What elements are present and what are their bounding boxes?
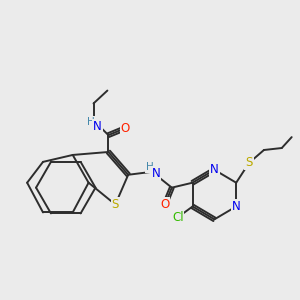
Text: H: H (146, 162, 154, 172)
Text: S: S (245, 156, 253, 170)
Text: N: N (93, 120, 102, 133)
Text: O: O (160, 198, 170, 211)
Text: H: H (87, 117, 94, 127)
Text: N: N (210, 163, 219, 176)
Text: S: S (112, 198, 119, 211)
Text: N: N (232, 200, 241, 213)
Text: Cl: Cl (172, 211, 184, 224)
Text: N: N (152, 167, 160, 180)
Text: O: O (121, 122, 130, 135)
